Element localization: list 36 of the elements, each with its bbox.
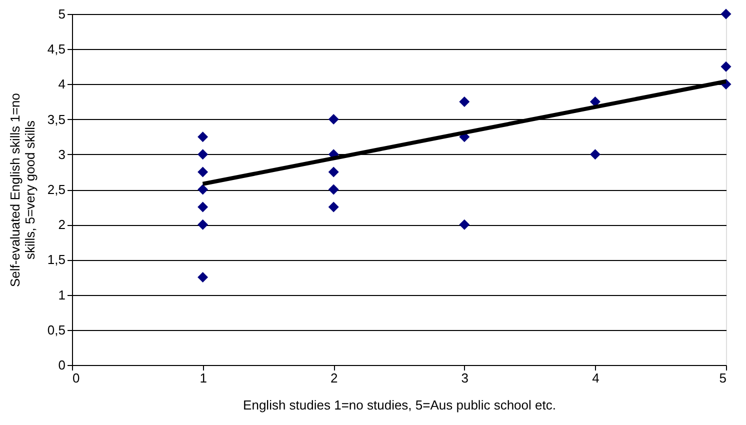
- y-tick-label: 4: [58, 76, 66, 92]
- y-tick-label: 5: [58, 6, 66, 22]
- y-tick-label: 2: [58, 217, 66, 232]
- point: [459, 96, 470, 107]
- y-tick-label: 0: [58, 358, 66, 372]
- point: [328, 166, 339, 178]
- x-tick-label: 2: [330, 370, 338, 386]
- point: [198, 272, 208, 282]
- point: [328, 202, 339, 212]
- y-tick-label: 4,5: [47, 42, 66, 57]
- point: [590, 149, 600, 160]
- point: [198, 132, 208, 142]
- point: [328, 184, 339, 195]
- x-tick-label: 3: [461, 370, 469, 386]
- point: [198, 184, 208, 195]
- point: [720, 8, 732, 20]
- y-tick-label: 1: [58, 287, 66, 302]
- point: [198, 166, 208, 178]
- point: [198, 202, 208, 212]
- x-tick-label: 1: [200, 370, 207, 386]
- y-tick-label: 0,5: [47, 322, 66, 338]
- y-tick-label: 1,5: [47, 252, 66, 268]
- point: [590, 96, 600, 107]
- x-tick-label: 0: [72, 370, 80, 386]
- point: [459, 219, 470, 230]
- point: [720, 61, 732, 72]
- y-tick-label: 3: [58, 146, 66, 162]
- y-axis-title: Self-evaluated English skills 1=no skills, 5=very good skills: [7, 92, 38, 288]
- x-axis-title: English studies 1=no studies, 5=Aus public school etc.: [243, 398, 556, 412]
- x-tick-label: 4: [592, 370, 600, 386]
- point: [328, 114, 339, 125]
- y-tick-label: 3,5: [47, 112, 66, 127]
- point: [198, 219, 208, 230]
- x-tick-label: 5: [719, 370, 726, 386]
- y-tick-label: 2,5: [47, 182, 66, 197]
- point: [198, 149, 208, 160]
